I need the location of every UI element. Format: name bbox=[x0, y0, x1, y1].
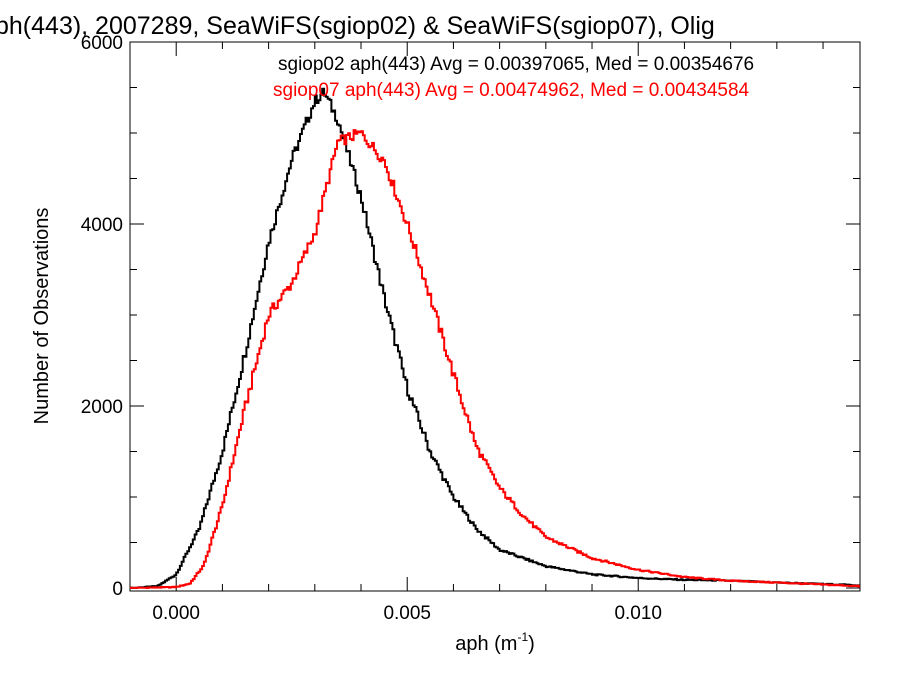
y-tick-label: 2000 bbox=[81, 397, 123, 418]
series-line-sgiop02 bbox=[130, 87, 860, 589]
y-axis-label: Number of Observations bbox=[31, 208, 53, 425]
y-tick-label: 0 bbox=[112, 579, 123, 600]
x-axis-label: aph (m-1) bbox=[455, 630, 535, 655]
legend-entry-sgiop02: sgiop02 aph(443) Avg = 0.00397065, Med =… bbox=[278, 54, 754, 75]
plot-frame bbox=[129, 41, 861, 592]
x-tick-label: 0.005 bbox=[383, 603, 431, 624]
series-line-sgiop07 bbox=[130, 129, 860, 589]
y-tick-label: 6000 bbox=[81, 33, 123, 54]
series-layer bbox=[130, 87, 860, 589]
y-tick-label: 4000 bbox=[81, 215, 123, 236]
axis-ticks: 0.000 0.005 0.010 0 2000 4000 6000 bbox=[81, 33, 860, 624]
x-axis-label-main: aph (m bbox=[455, 633, 517, 655]
x-tick-label: 0.010 bbox=[614, 603, 662, 624]
x-axis-label-suffix: ) bbox=[528, 633, 535, 655]
legend-entry-sgiop07: sgiop07 aph(443) Avg = 0.00474962, Med =… bbox=[273, 80, 750, 101]
chart-title: ph(443), 2007289, SeaWiFS(sgiop02) & Sea… bbox=[0, 12, 715, 40]
x-axis-label-superscript: -1 bbox=[517, 630, 528, 644]
x-tick-label: 0.000 bbox=[152, 603, 200, 624]
